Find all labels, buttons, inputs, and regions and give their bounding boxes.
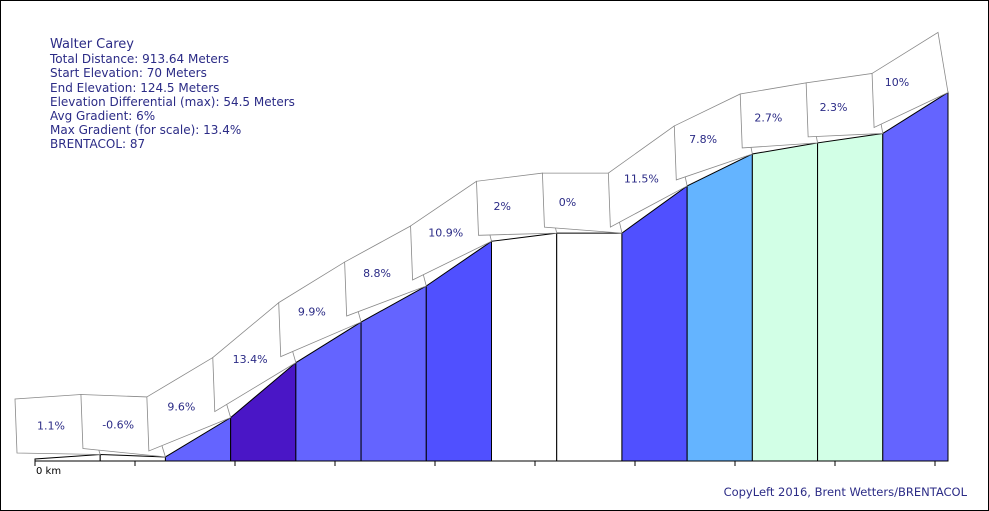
segment-fill [492, 233, 557, 461]
segment-fill [426, 241, 491, 461]
brentacol-score: BRENTACOL: 87 [50, 137, 295, 151]
segment-gradient-label: 2% [494, 200, 511, 213]
segment-fill [622, 186, 687, 461]
elevation-differential: Elevation Differential (max): 54.5 Meter… [50, 95, 295, 109]
end-elevation: End Elevation: 124.5 Meters [50, 81, 295, 95]
segment-gradient-label: 0% [559, 196, 576, 209]
segment-gradient-label: 2.7% [754, 111, 782, 124]
segment-fill [687, 154, 752, 461]
route-title: Walter Carey [50, 38, 295, 52]
total-distance: Total Distance: 913.64 Meters [50, 52, 295, 66]
segment-fill [883, 92, 948, 461]
avg-gradient: Avg Gradient: 6% [50, 109, 295, 123]
segment-fill [818, 133, 883, 461]
segment-fill [557, 233, 622, 461]
segment-gradient-label: 10% [885, 76, 909, 89]
segment-gradient-label: 8.8% [363, 267, 391, 280]
segment-fill [361, 286, 426, 461]
segment-gradient-label: 1.1% [37, 420, 65, 433]
segment-gradient-label: 11.5% [624, 173, 659, 186]
start-elevation: Start Elevation: 70 Meters [50, 66, 295, 80]
segment-gradient-label: -0.6% [102, 419, 134, 432]
segment-fill [752, 143, 817, 461]
segment-gradient-label: 9.6% [167, 400, 195, 413]
segment-gradient-label: 7.8% [689, 133, 717, 146]
x-axis-label: 0 km [36, 466, 61, 477]
x-axis [35, 461, 948, 466]
segment-fill [35, 454, 100, 461]
max-gradient: Max Gradient (for scale): 13.4% [50, 123, 295, 137]
route-info: Walter Carey Total Distance: 913.64 Mete… [50, 38, 295, 152]
segment-gradient-label: 9.9% [298, 305, 326, 318]
segment-gradient-label: 10.9% [428, 227, 463, 240]
copyright-text: CopyLeft 2016, Brent Wetters/BRENTACOL [724, 485, 967, 499]
segment-gradient-label: 2.3% [820, 101, 848, 114]
segment-gradient-label: 13.4% [233, 353, 268, 366]
